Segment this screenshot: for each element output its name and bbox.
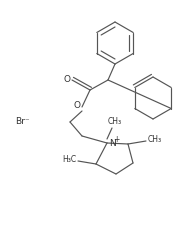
Text: H₃C: H₃C <box>62 155 76 164</box>
Text: Br⁻: Br⁻ <box>15 118 29 127</box>
Text: CH₃: CH₃ <box>148 136 162 145</box>
Text: N: N <box>109 139 116 148</box>
Text: O: O <box>63 75 70 83</box>
Text: CH₃: CH₃ <box>108 116 122 125</box>
Text: O: O <box>73 101 81 110</box>
Text: +: + <box>113 134 119 143</box>
